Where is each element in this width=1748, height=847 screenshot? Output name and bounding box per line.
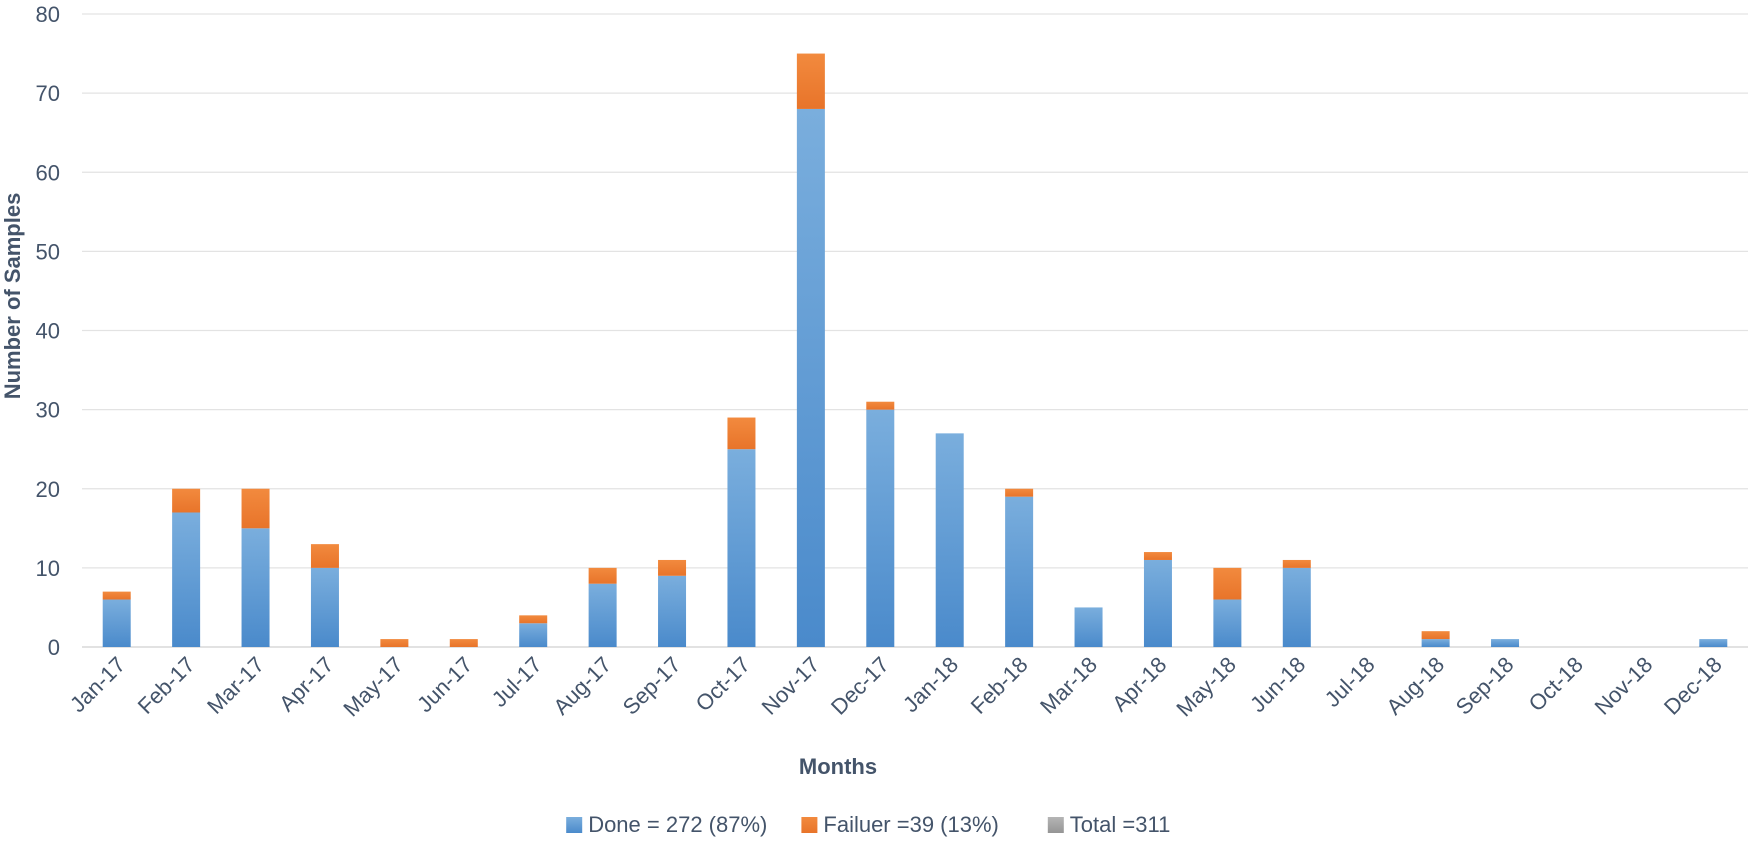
x-tick-label: Jan-17 (65, 652, 130, 717)
bar-mar-18-done (1074, 607, 1103, 647)
x-tick-label: Oct-17 (691, 652, 755, 716)
bar-jul-17-done (519, 623, 548, 647)
bar-nov-17-done (796, 108, 825, 647)
bar-apr-18-failure (1143, 552, 1172, 560)
bar-dec-18-done (1699, 639, 1728, 647)
y-tick-label: 80 (36, 2, 60, 27)
x-tick-label: Aug-17 (548, 652, 616, 720)
x-tick-label: Nov-18 (1590, 652, 1658, 720)
legend-label: Failuer =39 (13%) (823, 812, 998, 837)
x-tick-label: Oct-18 (1524, 652, 1588, 716)
y-tick-label: 0 (48, 635, 60, 660)
x-tick-label: Sep-18 (1451, 652, 1519, 720)
bar-feb-17-done (172, 512, 201, 647)
bar-may-18-done (1213, 599, 1242, 647)
x-tick-label: Jun-18 (1245, 652, 1310, 717)
bar-apr-17-failure (310, 544, 339, 568)
bar-jul-17-failure (519, 615, 548, 624)
bar-aug-18-failure (1421, 631, 1450, 640)
legend: Done = 272 (87%) Failuer =39 (13%) Total =… (566, 812, 1170, 837)
x-tick-label: Jul-17 (487, 652, 547, 712)
gridlines (82, 13, 1748, 648)
bar-dec-17-done (866, 409, 895, 647)
x-tick-label: Sep-17 (618, 652, 686, 720)
x-tick-label: Dec-17 (826, 652, 894, 720)
bars-group (102, 53, 1728, 647)
bar-mar-17-done (241, 528, 270, 647)
bar-jun-18-failure (1282, 559, 1311, 568)
x-axis-ticks: Jan-17 Feb-17 Mar-17 Apr-17 May-17 Jun-17 Jul-… (65, 652, 1727, 722)
y-tick-label: 70 (36, 81, 60, 106)
bar-jan-17-failure (102, 591, 131, 600)
x-tick-label: Apr-17 (274, 652, 338, 716)
y-tick-label: 40 (36, 319, 60, 344)
bar-dec-17-failure (866, 401, 895, 410)
y-axis-ticks: 0 10 20 30 40 50 60 70 80 (36, 2, 60, 660)
x-tick-label: Apr-18 (1107, 652, 1171, 716)
bar-mar-17-failure (241, 488, 270, 529)
x-tick-label: Feb-17 (133, 652, 200, 719)
legend-swatch (566, 817, 583, 833)
x-tick-label: Feb-18 (966, 652, 1033, 719)
bar-sep-17-done (658, 575, 687, 647)
bar-oct-17-failure (727, 417, 756, 450)
x-tick-label: Jun-17 (412, 652, 477, 717)
bar-jan-17-done (102, 599, 131, 647)
x-tick-label: May-18 (1171, 652, 1241, 722)
y-tick-label: 50 (36, 239, 60, 264)
y-axis-title: Number of Samples (0, 193, 25, 400)
x-tick-label: Mar-17 (202, 652, 269, 719)
bar-aug-17-done (588, 583, 617, 647)
x-tick-label: Jul-18 (1320, 652, 1380, 712)
bar-aug-18-done (1421, 639, 1450, 647)
bar-sep-17-failure (658, 559, 687, 576)
bar-feb-18-done (1005, 496, 1034, 647)
bar-sep-18-done (1491, 639, 1520, 647)
y-tick-label: 30 (36, 398, 60, 423)
legend-label: Done = 272 (87%) (588, 812, 767, 837)
bar-jun-17-failure (449, 639, 478, 647)
bar-oct-17-done (727, 449, 756, 647)
bar-feb-18-failure (1005, 488, 1034, 497)
bar-may-18-failure (1213, 567, 1242, 600)
x-axis-title: Months (799, 754, 877, 779)
x-tick-label: Dec-18 (1659, 652, 1727, 720)
bar-aug-17-failure (588, 567, 617, 584)
x-tick-label: Jan-18 (898, 652, 963, 717)
legend-swatch (801, 817, 818, 833)
y-tick-label: 60 (36, 160, 60, 185)
bar-apr-17-done (310, 567, 339, 647)
bar-feb-17-failure (172, 488, 201, 513)
y-tick-label: 20 (36, 477, 60, 502)
bar-nov-17-failure (796, 53, 825, 109)
legend-swatch (1047, 817, 1064, 833)
bar-jun-18-done (1282, 567, 1311, 647)
bar-jan-18-done (935, 433, 964, 647)
x-tick-label: May-17 (338, 652, 408, 722)
x-tick-label: Mar-18 (1035, 652, 1102, 719)
legend-label: Total =311 (1070, 812, 1171, 837)
bar-apr-18-done (1143, 559, 1172, 647)
bar-may-17-failure (380, 639, 409, 647)
x-tick-label: Aug-18 (1381, 652, 1449, 720)
x-tick-label: Nov-17 (757, 652, 825, 720)
y-tick-label: 10 (36, 556, 60, 581)
